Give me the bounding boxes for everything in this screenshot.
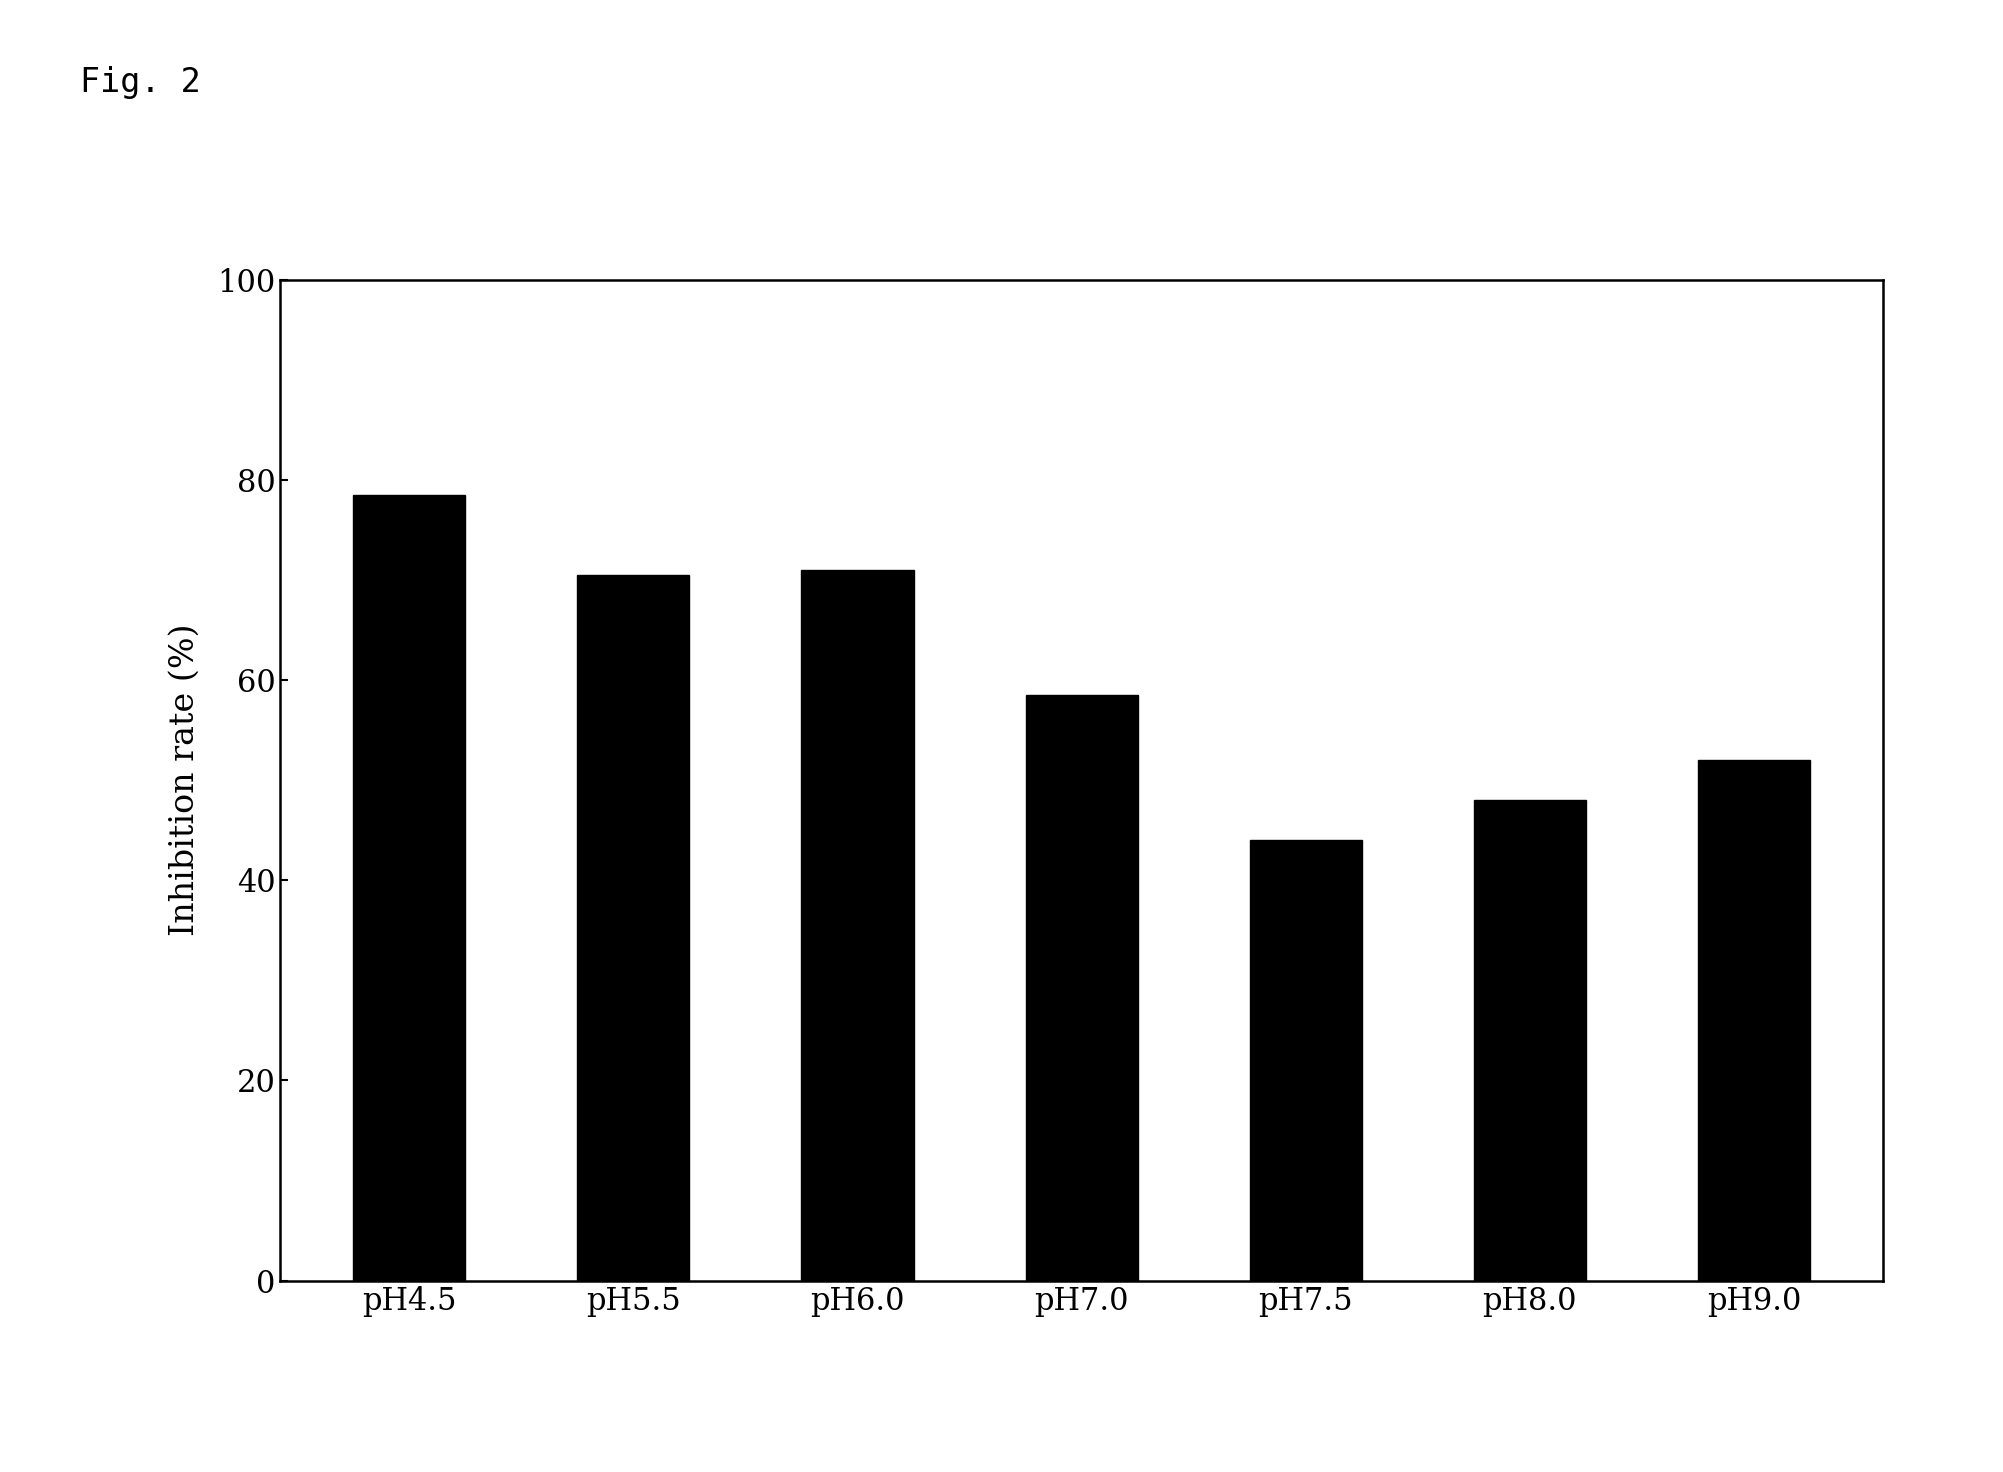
Bar — [577, 576, 689, 1281]
Bar — [1026, 695, 1138, 1281]
Bar — [801, 570, 913, 1281]
Bar — [353, 495, 465, 1281]
Text: Fig. 2: Fig. 2 — [80, 66, 200, 99]
Y-axis label: Inhibition rate (%): Inhibition rate (%) — [168, 624, 200, 936]
Bar — [1699, 760, 1811, 1281]
Bar — [1250, 841, 1362, 1281]
Bar — [1474, 801, 1586, 1281]
